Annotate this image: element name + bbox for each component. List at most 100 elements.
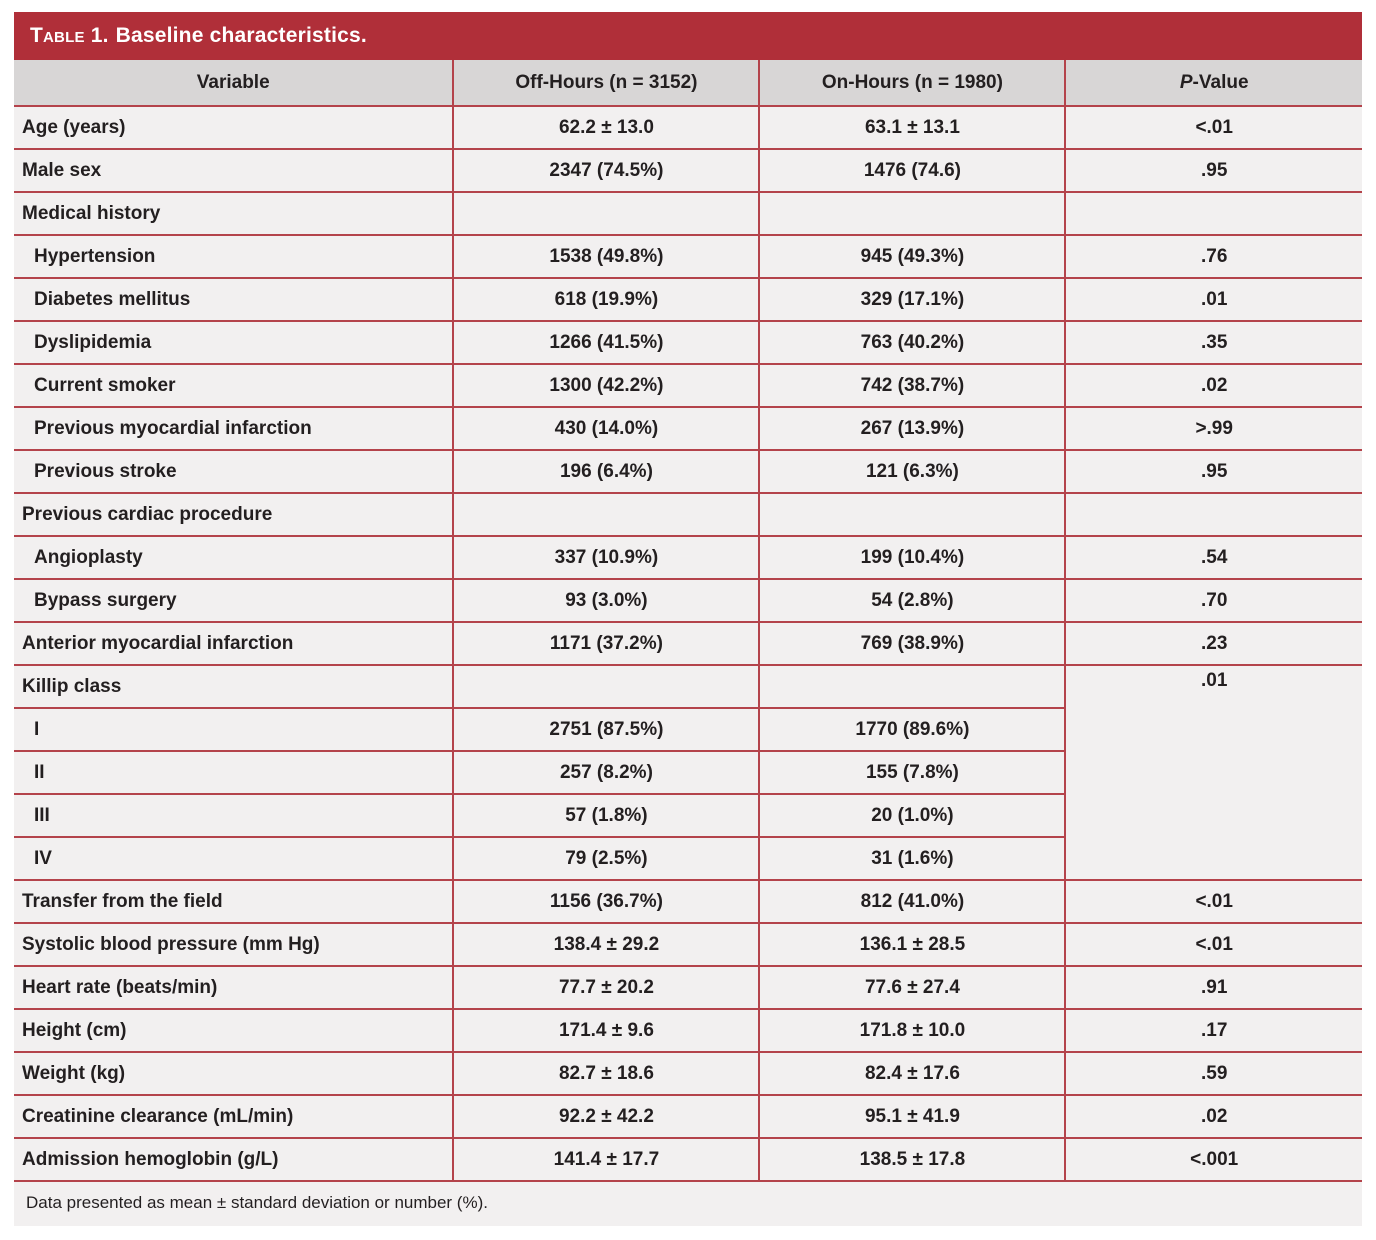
row-label: Male sex bbox=[14, 148, 455, 193]
row-label: Medical history bbox=[14, 191, 455, 236]
p-value: .02 bbox=[1064, 1094, 1362, 1139]
off-hours-value: 93 (3.0%) bbox=[452, 578, 761, 623]
off-hours-value: 1538 (49.8%) bbox=[452, 234, 761, 279]
row-label: I bbox=[14, 707, 455, 752]
on-hours-value: 1770 (89.6%) bbox=[758, 707, 1067, 752]
table-row: III 57 (1.8%) 20 (1.0%) bbox=[14, 793, 1362, 838]
row-label: Previous myocardial infarction bbox=[14, 406, 455, 451]
table-body: Age (years) 62.2 ± 13.0 63.1 ± 13.1 <.01 Mal… bbox=[14, 105, 1362, 1182]
off-hours-value: 138.4 ± 29.2 bbox=[452, 922, 761, 967]
p-value: .02 bbox=[1064, 363, 1362, 408]
on-hours-value: 199 (10.4%) bbox=[758, 535, 1067, 580]
table-row: Previous cardiac procedure bbox=[14, 492, 1362, 537]
on-hours-value: 267 (13.9%) bbox=[758, 406, 1067, 451]
table-number-label: Table 1. bbox=[30, 24, 109, 47]
row-label: Creatinine clearance (mL/min) bbox=[14, 1094, 455, 1139]
on-hours-value: 77.6 ± 27.4 bbox=[758, 965, 1067, 1010]
header-row: Variable Off-Hours (n = 3152) On-Hours (… bbox=[14, 60, 1362, 107]
p-value: .23 bbox=[1064, 621, 1362, 666]
p-value: .17 bbox=[1064, 1008, 1362, 1053]
off-hours-value: 257 (8.2%) bbox=[452, 750, 761, 795]
off-hours-value: 77.7 ± 20.2 bbox=[452, 965, 761, 1010]
table-row: Anterior myocardial infarction 1171 (37.2… bbox=[14, 621, 1362, 666]
table-row: Killip class .01 bbox=[14, 664, 1362, 881]
p-value bbox=[1064, 492, 1362, 537]
p-value: >.99 bbox=[1064, 406, 1362, 451]
table-row: Systolic blood pressure (mm Hg) 138.4 ± 2… bbox=[14, 922, 1362, 967]
row-label: III bbox=[14, 793, 455, 838]
table-row: Bypass surgery 93 (3.0%) 54 (2.8%) .70 bbox=[14, 578, 1362, 623]
row-label: Bypass surgery bbox=[14, 578, 455, 623]
on-hours-value: 742 (38.7%) bbox=[758, 363, 1067, 408]
table-row: Current smoker 1300 (42.2%) 742 (38.7%) .02 bbox=[14, 363, 1362, 408]
p-value-italic-p: P bbox=[1179, 71, 1193, 93]
on-hours-value: 63.1 ± 13.1 bbox=[758, 105, 1067, 150]
column-header-variable: Variable bbox=[14, 60, 455, 107]
table-row: Age (years) 62.2 ± 13.0 63.1 ± 13.1 <.01 bbox=[14, 105, 1362, 150]
baseline-characteristics-table: Table 1. Baseline characteristics. Varia… bbox=[14, 12, 1362, 1226]
row-label: Transfer from the field bbox=[14, 879, 455, 924]
off-hours-value: 2751 (87.5%) bbox=[452, 707, 761, 752]
table-row: Weight (kg) 82.7 ± 18.6 82.4 ± 17.6.59 bbox=[14, 1051, 1362, 1096]
on-hours-value: 95.1 ± 41.9 bbox=[758, 1094, 1067, 1139]
off-hours-value: 1171 (37.2%) bbox=[452, 621, 761, 666]
off-hours-value: 2347 (74.5%) bbox=[452, 148, 761, 193]
table-row: Admission hemoglobin (g/L) 141.4 ± 17.7 13… bbox=[14, 1137, 1362, 1182]
off-hours-value: 1300 (42.2%) bbox=[452, 363, 761, 408]
table-row: Medical history bbox=[14, 191, 1362, 236]
table-row: Angioplasty 337 (10.9%) 199 (10.4%) .54 bbox=[14, 535, 1362, 580]
off-hours-value: 1156 (36.7%) bbox=[452, 879, 761, 924]
table-row: Previous stroke 196 (6.4%) 121 (6.3%) .95 bbox=[14, 449, 1362, 494]
off-hours-value: 171.4 ± 9.6 bbox=[452, 1008, 761, 1053]
on-hours-value bbox=[758, 664, 1067, 709]
table-row: Previous myocardial infarction 430 (14.0%… bbox=[14, 406, 1362, 451]
table-row: Height (cm) 171.4 ± 9.6 171.8 ± 10.0.17 bbox=[14, 1008, 1362, 1053]
p-value bbox=[1064, 191, 1362, 236]
row-label: Systolic blood pressure (mm Hg) bbox=[14, 922, 455, 967]
row-label: Dyslipidemia bbox=[14, 320, 455, 365]
on-hours-value: 136.1 ± 28.5 bbox=[758, 922, 1067, 967]
row-label: Heart rate (beats/min) bbox=[14, 965, 455, 1010]
on-hours-value: 138.5 ± 17.8 bbox=[758, 1137, 1067, 1182]
row-label: Weight (kg) bbox=[14, 1051, 455, 1096]
off-hours-value bbox=[452, 191, 761, 236]
table-title-text: Baseline characteristics. bbox=[115, 24, 367, 47]
row-label: Anterior myocardial infarction bbox=[14, 621, 455, 666]
table-row: Diabetes mellitus 618 (19.9%) 329 (17.1%).… bbox=[14, 277, 1362, 322]
off-hours-value: 337 (10.9%) bbox=[452, 535, 761, 580]
off-hours-value: 92.2 ± 42.2 bbox=[452, 1094, 761, 1139]
p-value: .01 bbox=[1064, 664, 1362, 881]
row-label: IV bbox=[14, 836, 455, 881]
column-header-on-hours: On-Hours (n = 1980) bbox=[758, 60, 1067, 107]
p-value-rest: -Value bbox=[1192, 71, 1249, 93]
off-hours-value: 618 (19.9%) bbox=[452, 277, 761, 322]
off-hours-value: 79 (2.5%) bbox=[452, 836, 761, 881]
table-title-bar: Table 1. Baseline characteristics. bbox=[14, 12, 1362, 60]
row-label: Previous stroke bbox=[14, 449, 455, 494]
on-hours-value: 329 (17.1%) bbox=[758, 277, 1067, 322]
table-row: I 2751 (87.5%) 1770 (89.6%) bbox=[14, 707, 1362, 752]
on-hours-value: 31 (1.6%) bbox=[758, 836, 1067, 881]
on-hours-value: 54 (2.8%) bbox=[758, 578, 1067, 623]
table-row: Hypertension 1538 (49.8%) 945 (49.3%) .76 bbox=[14, 234, 1362, 279]
row-label: II bbox=[14, 750, 455, 795]
row-label: Hypertension bbox=[14, 234, 455, 279]
off-hours-value: 141.4 ± 17.7 bbox=[452, 1137, 761, 1182]
p-value: <.001 bbox=[1064, 1137, 1362, 1182]
row-label: Previous cardiac procedure bbox=[14, 492, 455, 537]
on-hours-value: 1476 (74.6) bbox=[758, 148, 1067, 193]
table-row: Male sex 2347 (74.5%) 1476 (74.6) .95 bbox=[14, 148, 1362, 193]
on-hours-value: 155 (7.8%) bbox=[758, 750, 1067, 795]
on-hours-value: 121 (6.3%) bbox=[758, 449, 1067, 494]
off-hours-value bbox=[452, 492, 761, 537]
row-label: Current smoker bbox=[14, 363, 455, 408]
table-row: Dyslipidemia 1266 (41.5%) 763 (40.2%) .35 bbox=[14, 320, 1362, 365]
row-label: Diabetes mellitus bbox=[14, 277, 455, 322]
column-header-p-value: P-Value bbox=[1064, 60, 1362, 107]
off-hours-value: 196 (6.4%) bbox=[452, 449, 761, 494]
on-hours-value: 20 (1.0%) bbox=[758, 793, 1067, 838]
on-hours-value bbox=[758, 492, 1067, 537]
off-hours-value bbox=[452, 664, 761, 709]
row-label: Age (years) bbox=[14, 105, 455, 150]
